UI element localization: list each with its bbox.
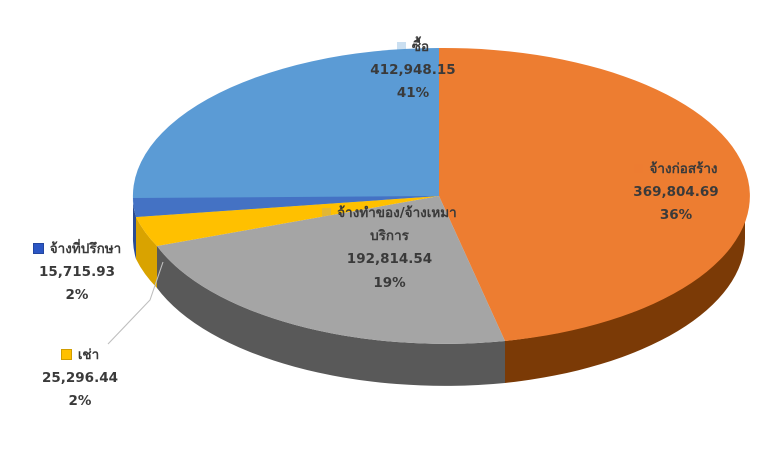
slice-label-buy: ซื้อ 412,948.15 41% <box>318 36 508 106</box>
slice-label-rent-value: 25,296.44 <box>41 370 118 387</box>
slice-marker-buy <box>396 41 406 51</box>
slice-label-consultant-value: 15,715.93 <box>38 264 115 281</box>
slice-label-consultant-name: จ้างที่ปรึกษา <box>49 241 122 257</box>
slice-top-construction <box>439 47 750 342</box>
slice-wall-construction <box>505 196 746 383</box>
slice-label-construction: จ้างก่อสร้าง 369,804.69 36% <box>586 158 766 228</box>
slice-label-services-percent: 19% <box>373 274 406 291</box>
slice-label-buy-value: 412,948.15 <box>370 62 456 79</box>
slice-label-buy-name: ซื้อ <box>411 39 430 55</box>
slice-marker-services <box>322 207 332 217</box>
slice-label-construction-value: 369,804.69 <box>633 184 719 201</box>
slice-label-buy-percent: 41% <box>396 85 430 102</box>
slice-label-consultant-percent: 2% <box>65 287 89 304</box>
slice-label-rent-name: เช่า <box>77 347 100 363</box>
slice-label-services: จ้างทำของ/จ้างเหมา บริการ 192,814.54 19% <box>282 202 497 295</box>
slice-label-construction-percent: 36% <box>659 207 693 224</box>
slice-label-rent: เช่า 25,296.44 2% <box>6 344 154 414</box>
slice-label-construction-name: จ้างก่อสร้าง <box>649 161 718 177</box>
slice-marker-construction <box>634 163 644 173</box>
slice-wall-rent <box>136 217 157 288</box>
slice-label-services-name: จ้างทำของ/จ้างเหมา <box>337 205 457 221</box>
slice-marker-consultant <box>32 242 44 254</box>
slice-label-rent-percent: 2% <box>68 393 92 410</box>
slice-label-consultant: จ้างที่ปรึกษา 15,715.93 2% <box>2 238 152 308</box>
slice-label-services-name2: บริการ <box>370 228 409 245</box>
slice-marker-rent <box>60 348 72 360</box>
slice-top-rent <box>136 196 439 246</box>
slice-top-buy <box>132 47 440 217</box>
slice-wall-services <box>157 246 505 386</box>
slice-top-services <box>157 196 505 344</box>
slice-label-services-value: 192,814.54 <box>346 251 433 268</box>
leader-line-rent <box>107 261 164 345</box>
slice-wall-consultant <box>133 203 136 259</box>
slice-top-consultant <box>133 196 439 217</box>
